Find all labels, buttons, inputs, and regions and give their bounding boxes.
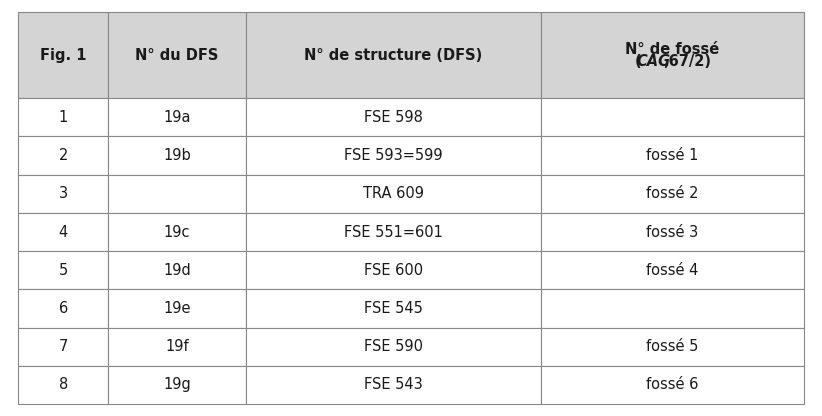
Bar (109, 213, 246, 251)
Bar (109, 366, 246, 404)
Text: 19b: 19b (164, 148, 191, 163)
Bar (18, 327, 109, 366)
Text: 19g: 19g (164, 377, 191, 392)
Text: N° de fossé: N° de fossé (626, 42, 719, 57)
Bar (18, 12, 109, 98)
Bar (541, 213, 804, 251)
Bar (541, 366, 804, 404)
Text: FSE 551=601: FSE 551=601 (344, 225, 443, 240)
Text: fossé 1: fossé 1 (646, 148, 699, 163)
Bar (18, 366, 109, 404)
Bar (246, 213, 541, 251)
Text: 19d: 19d (164, 263, 191, 278)
Bar (18, 251, 109, 290)
Bar (246, 98, 541, 136)
Bar (18, 136, 109, 175)
Bar (109, 290, 246, 327)
Text: 6: 6 (58, 301, 68, 316)
Text: fossé 2: fossé 2 (646, 186, 699, 201)
Bar (541, 98, 804, 136)
Bar (246, 366, 541, 404)
Bar (246, 175, 541, 213)
Text: 19e: 19e (164, 301, 191, 316)
Text: fossé 4: fossé 4 (646, 263, 699, 278)
Text: FSE 543: FSE 543 (364, 377, 423, 392)
Text: 19a: 19a (164, 110, 191, 125)
Text: 8: 8 (58, 377, 68, 392)
Bar (246, 251, 541, 290)
Bar (246, 327, 541, 366)
Text: 19f: 19f (165, 339, 189, 354)
Bar (541, 12, 804, 98)
Text: 1: 1 (58, 110, 68, 125)
Text: FSE 593=599: FSE 593=599 (344, 148, 442, 163)
Bar (109, 327, 246, 366)
Text: fossé 3: fossé 3 (646, 225, 699, 240)
Bar (246, 12, 541, 98)
Text: 19c: 19c (164, 225, 191, 240)
Bar (541, 251, 804, 290)
Text: CAG: CAG (636, 54, 671, 69)
Text: 2: 2 (58, 148, 68, 163)
Text: 3: 3 (58, 186, 67, 201)
Text: FSE 600: FSE 600 (364, 263, 423, 278)
Bar (109, 12, 246, 98)
Bar (109, 251, 246, 290)
Text: TRA 609: TRA 609 (363, 186, 424, 201)
Text: FSE 590: FSE 590 (364, 339, 423, 354)
Bar (541, 327, 804, 366)
Text: FSE 598: FSE 598 (364, 110, 423, 125)
Text: 5: 5 (58, 263, 68, 278)
Text: Fig. 1: Fig. 1 (40, 47, 86, 63)
Bar (246, 136, 541, 175)
Bar (541, 290, 804, 327)
Bar (109, 98, 246, 136)
Bar (18, 213, 109, 251)
Bar (541, 175, 804, 213)
Text: N° de structure (DFS): N° de structure (DFS) (304, 47, 483, 63)
Text: FSE 545: FSE 545 (364, 301, 423, 316)
Bar (109, 136, 246, 175)
Text: fossé 6: fossé 6 (646, 377, 699, 392)
Text: 7: 7 (58, 339, 68, 354)
Bar (109, 175, 246, 213)
Text: 4: 4 (58, 225, 68, 240)
Bar (246, 290, 541, 327)
Text: ,67/2): ,67/2) (663, 54, 712, 69)
Text: fossé 5: fossé 5 (646, 339, 699, 354)
Text: (: ( (635, 54, 642, 69)
Text: N° du DFS: N° du DFS (136, 47, 219, 63)
Bar (18, 175, 109, 213)
Bar (18, 98, 109, 136)
Bar (18, 290, 109, 327)
Bar (541, 136, 804, 175)
